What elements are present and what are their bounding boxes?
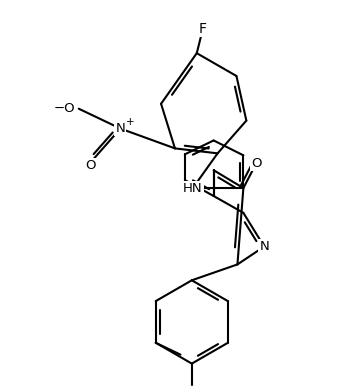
Text: −O: −O	[53, 102, 75, 115]
Text: N: N	[116, 122, 125, 135]
Text: +: +	[126, 117, 135, 127]
Text: O: O	[251, 157, 262, 170]
Text: O: O	[86, 159, 96, 172]
Text: F: F	[199, 22, 207, 36]
Text: N: N	[259, 240, 269, 253]
Text: HN: HN	[183, 182, 202, 195]
